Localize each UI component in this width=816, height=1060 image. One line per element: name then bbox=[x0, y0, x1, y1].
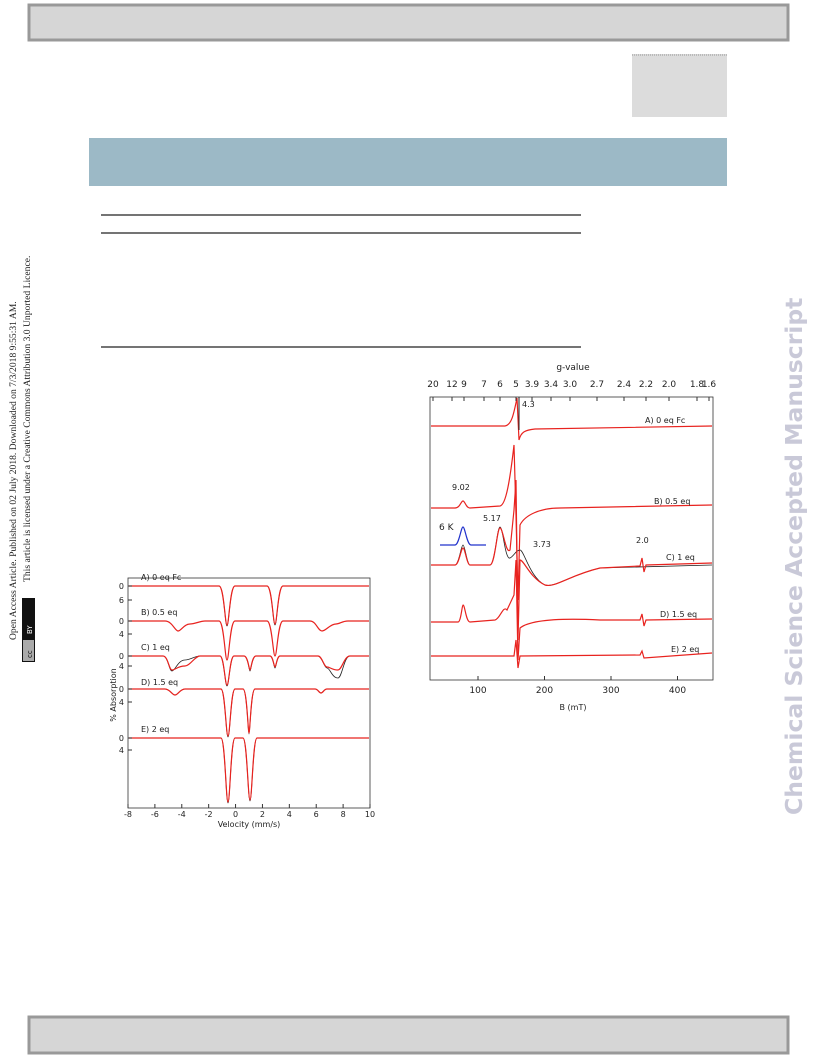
y-tick-label: 4 bbox=[119, 698, 124, 707]
x-tick-label: 2 bbox=[260, 810, 265, 819]
x-tick-label: 10 bbox=[365, 810, 375, 819]
epr-curves bbox=[431, 397, 713, 669]
y-tick-label: 4 bbox=[119, 746, 124, 755]
annotation: 4.3 bbox=[522, 400, 535, 409]
g-tick-label: 3.4 bbox=[544, 380, 559, 390]
y-tick-label: 0 bbox=[119, 652, 124, 661]
x-tick-label: 4 bbox=[287, 810, 292, 819]
g-tick-label: 3.9 bbox=[525, 380, 540, 390]
x-axis-label: Velocity (mm/s) bbox=[218, 820, 281, 829]
y-tick-label: 0 bbox=[119, 734, 124, 743]
sidebar-text: This article is licensed under a Creativ… bbox=[22, 256, 33, 582]
series-label: E) 2 eq bbox=[141, 725, 169, 734]
x-tick-label: -8 bbox=[124, 810, 132, 819]
series-label: B) 0.5 eq bbox=[141, 608, 177, 617]
x-tick-label: 0 bbox=[233, 810, 238, 819]
g-tick-label: 1.8 bbox=[690, 380, 705, 390]
x-tick-label: 6 bbox=[314, 810, 319, 819]
y-tick-label: 0 bbox=[119, 582, 124, 591]
g-tick-label: 2.7 bbox=[590, 380, 604, 390]
series-label: D) 1.5 eq bbox=[141, 678, 178, 687]
annotation: 5.17 bbox=[483, 514, 501, 523]
top-axis-label: g-value bbox=[556, 363, 590, 373]
g-tick-label: 3.0 bbox=[563, 380, 578, 390]
table-rules bbox=[101, 214, 581, 348]
y-tick-label: 4 bbox=[119, 662, 124, 671]
x-tick-label: -6 bbox=[151, 810, 159, 819]
g-tick-label: 2.4 bbox=[617, 380, 632, 390]
series-label: B) 0.5 eq bbox=[654, 497, 690, 506]
series-label: A) 0 eq Fc bbox=[141, 573, 181, 582]
banner bbox=[89, 138, 727, 186]
y-tick-label: 6 bbox=[119, 596, 124, 605]
x-tick-label: 400 bbox=[669, 686, 686, 696]
y-tick-label: 0 bbox=[119, 617, 124, 626]
license-badge: cc BY bbox=[22, 598, 35, 662]
mossbauer-frame bbox=[127, 577, 371, 809]
epr-frame bbox=[429, 396, 714, 681]
x-tick-label: 100 bbox=[469, 686, 486, 696]
annotation: 3.73 bbox=[533, 540, 551, 549]
x-tick-label: 200 bbox=[536, 686, 553, 696]
series-label: E) 2 eq bbox=[671, 645, 699, 654]
mossbauer-curves bbox=[129, 585, 369, 804]
watermark: Chemical Science Accepted Manuscript bbox=[780, 298, 808, 815]
badge-text: cc bbox=[26, 650, 34, 658]
g-tick-label: 5 bbox=[513, 380, 519, 390]
g-tick-label: 2.0 bbox=[662, 380, 677, 390]
g-tick-label: 12 bbox=[446, 380, 457, 390]
x-tick-label: 300 bbox=[602, 686, 619, 696]
annotation: 6 K bbox=[439, 523, 455, 533]
g-tick-label: 2.2 bbox=[639, 380, 653, 390]
g-tick-label: 9 bbox=[461, 380, 467, 390]
annotation: 9.02 bbox=[452, 483, 470, 492]
logo-box bbox=[632, 54, 727, 117]
x-tick-label: -2 bbox=[205, 810, 213, 819]
series-label: C) 1 eq bbox=[141, 643, 170, 652]
series-label: A) 0 eq Fc bbox=[645, 416, 685, 425]
footer-bar bbox=[27, 1015, 790, 1055]
x-tick-label: -4 bbox=[178, 810, 186, 819]
y-axis-label: % Absorption bbox=[109, 668, 118, 721]
sidebar-text: Open Access Article. Published on 02 Jul… bbox=[8, 301, 19, 640]
x-tick-label: 8 bbox=[341, 810, 346, 819]
g-tick-label: 7 bbox=[481, 380, 487, 390]
annotation: 2.0 bbox=[636, 536, 649, 545]
g-tick-label: 6 bbox=[497, 380, 503, 390]
g-tick-label: 1.6 bbox=[702, 380, 717, 390]
y-tick-label: 0 bbox=[119, 685, 124, 694]
x-axis-label: B (mT) bbox=[560, 703, 587, 712]
header-bar bbox=[27, 3, 790, 42]
g-tick-label: 20 bbox=[427, 380, 439, 390]
y-tick-label: 4 bbox=[119, 630, 124, 639]
series-label: C) 1 eq bbox=[666, 553, 695, 562]
badge-text: BY bbox=[26, 625, 34, 634]
series-label: D) 1.5 eq bbox=[660, 610, 697, 619]
